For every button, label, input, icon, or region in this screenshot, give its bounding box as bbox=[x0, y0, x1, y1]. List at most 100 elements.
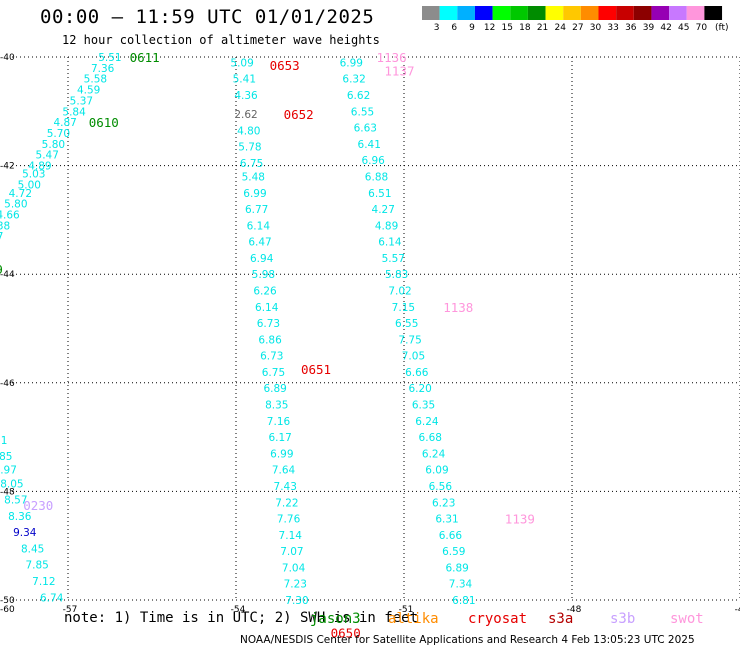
wave-height-label: 4.67 bbox=[0, 231, 3, 243]
wave-height-label: 6.89 bbox=[263, 383, 286, 395]
wave-height-label: 6.62 bbox=[347, 90, 370, 102]
wave-height-label: 8.57 bbox=[4, 495, 27, 507]
y-tick-label: -46 bbox=[0, 379, 15, 389]
legend-label: 3 bbox=[434, 23, 440, 33]
legend-swatch bbox=[545, 6, 564, 20]
wave-height-label: 6.89 bbox=[445, 562, 468, 574]
wave-height-label: 6.35 bbox=[412, 400, 435, 412]
wave-height-label: 6.68 bbox=[419, 432, 442, 444]
pass-number-label: 0650 bbox=[331, 626, 361, 641]
wave-height-label: 6.75 bbox=[240, 158, 263, 170]
wave-height-label: 6.55 bbox=[395, 318, 418, 330]
satellite-altika: altika bbox=[388, 611, 439, 627]
legend-swatch bbox=[527, 6, 546, 20]
credit-line: NOAA/NESDIS Center for Satellite Applica… bbox=[240, 634, 695, 646]
wave-height-label: 5.98 bbox=[252, 269, 275, 281]
x-tick-label: -45 bbox=[735, 605, 740, 615]
legend-swatch bbox=[704, 6, 723, 20]
legend-swatch bbox=[580, 6, 599, 20]
x-tick-label: -57 bbox=[63, 605, 78, 615]
chart-title: 00:00 — 11:59 UTC 01/01/2025 bbox=[40, 6, 375, 28]
wave-height-label: 6.73 bbox=[257, 318, 280, 330]
wave-height-label: 7.34 bbox=[449, 579, 473, 591]
legend-label: 9 bbox=[469, 23, 475, 33]
wave-height-label: 7.36 bbox=[91, 63, 115, 75]
legend-swatch bbox=[474, 6, 493, 20]
wave-height-label: 7.05 bbox=[402, 351, 425, 363]
wave-height-label: 6.14 bbox=[378, 237, 402, 249]
legend-label: 39 bbox=[643, 23, 655, 33]
wave-height-label: 5.37 bbox=[70, 95, 93, 107]
wave-height-label: 5.80 bbox=[4, 199, 27, 211]
legend-label: 45 bbox=[678, 23, 689, 33]
wave-height-label: 5.03 bbox=[22, 169, 45, 181]
satellite-jason3: jason3 bbox=[310, 611, 361, 627]
legend-swatch bbox=[616, 6, 634, 20]
wave-height-label: 6.24 bbox=[415, 416, 439, 428]
wave-height-label: 4.72 bbox=[9, 188, 32, 200]
wave-height-label: 6.26 bbox=[253, 285, 277, 297]
wave-height-label: 6.88 bbox=[365, 171, 388, 183]
wave-height-label: 6.09 bbox=[425, 465, 448, 477]
wave-height-label: 8.11 bbox=[0, 435, 7, 447]
wave-height-label: 4.59 bbox=[77, 85, 100, 97]
wave-height-label: 7.02 bbox=[388, 285, 411, 297]
legend-swatch bbox=[669, 6, 687, 20]
pass-number-label: 0230 bbox=[23, 498, 53, 513]
wave-height-label: 5.83 bbox=[385, 269, 408, 281]
legend-label: 21 bbox=[537, 23, 548, 33]
corner-tick-label: -60 bbox=[0, 605, 15, 615]
wave-height-label: 7.12 bbox=[32, 576, 55, 588]
color-legend: 3 6 9 12 15 18 21 24 27 30 33 36 39 42 45 70 (ft) bbox=[422, 6, 729, 33]
pass-number-label: 1138 bbox=[443, 300, 473, 315]
legend-swatch bbox=[422, 6, 440, 20]
legend-label: 36 bbox=[625, 23, 637, 33]
wave-height-label: 6.94 bbox=[250, 253, 274, 265]
wave-height-label: 7.23 bbox=[284, 579, 307, 591]
wave-height-label: 7.67 bbox=[0, 421, 1, 433]
wave-height-label: 6.14 bbox=[247, 220, 271, 232]
wave-height-label: 6.99 bbox=[340, 57, 363, 69]
pass-number-label: 1137 bbox=[384, 64, 414, 79]
legend-swatch bbox=[598, 6, 617, 20]
wave-height-label: 6.99 bbox=[243, 188, 266, 200]
wave-height-label: 7.85 bbox=[25, 560, 48, 572]
pass-number-label: 0653 bbox=[270, 58, 300, 73]
legend-label: 6 bbox=[451, 23, 457, 33]
wave-height-label: 7.76 bbox=[277, 514, 301, 526]
wave-height-label: 5.41 bbox=[233, 74, 256, 86]
y-tick-label: -48 bbox=[0, 487, 15, 497]
wave-height-label: 5.84 bbox=[62, 106, 86, 118]
wave-height-label: 6.41 bbox=[358, 139, 381, 151]
pass-labels: 061106100609023202′023010291028065306520… bbox=[0, 50, 535, 641]
pass-number-label: 0611 bbox=[130, 50, 160, 65]
grid bbox=[12, 56, 740, 601]
wave-height-label: 6.14 bbox=[255, 302, 279, 314]
wave-height-label: 5.09 bbox=[230, 57, 253, 69]
legend-swatch bbox=[633, 6, 652, 20]
wave-height-label: 4.36 bbox=[234, 90, 258, 102]
wave-height-label: 4.80 bbox=[237, 125, 260, 137]
wave-height-label: 6.66 bbox=[439, 530, 463, 542]
pass-number-label: 0609 bbox=[0, 262, 3, 277]
legend-unit: (ft) bbox=[715, 23, 729, 33]
wave-height-label: 5.78 bbox=[238, 142, 261, 154]
wave-height-label: 7.43 bbox=[274, 481, 297, 493]
wave-height-label: 5.58 bbox=[84, 74, 107, 86]
wave-height-label: 6.20 bbox=[408, 383, 431, 395]
wave-height-label: 8.05 bbox=[0, 478, 23, 490]
wave-height-label: 6.66 bbox=[405, 367, 429, 379]
wave-height-label: 6.77 bbox=[245, 204, 268, 216]
wave-height-label: 6.17 bbox=[268, 432, 291, 444]
y-tick-label: -44 bbox=[0, 270, 15, 280]
y-tick-label: -40 bbox=[0, 53, 15, 63]
wave-height-label: 8.35 bbox=[265, 400, 288, 412]
wave-height-label: 6.32 bbox=[342, 74, 365, 86]
wave-height-label: 4.38 bbox=[0, 220, 10, 232]
wave-height-label: 6.23 bbox=[432, 497, 455, 509]
wave-height-label: 4.27 bbox=[372, 204, 395, 216]
legend-swatch bbox=[510, 6, 528, 20]
satellite-s3b: s3b bbox=[610, 611, 636, 627]
wave-height-label: 6.75 bbox=[262, 367, 285, 379]
